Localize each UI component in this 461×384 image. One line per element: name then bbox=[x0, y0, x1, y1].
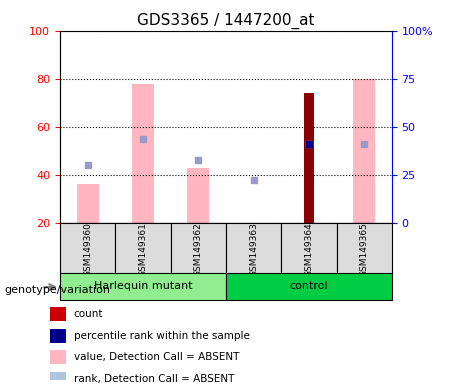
Text: GSM149360: GSM149360 bbox=[83, 222, 92, 277]
Text: count: count bbox=[74, 309, 103, 319]
Text: percentile rank within the sample: percentile rank within the sample bbox=[74, 331, 249, 341]
Text: GSM149363: GSM149363 bbox=[249, 222, 258, 277]
FancyBboxPatch shape bbox=[60, 273, 226, 300]
FancyBboxPatch shape bbox=[281, 223, 337, 276]
Text: rank, Detection Call = ABSENT: rank, Detection Call = ABSENT bbox=[74, 374, 234, 384]
Bar bbox=[50, 372, 65, 384]
FancyBboxPatch shape bbox=[226, 223, 281, 276]
Bar bbox=[353, 79, 375, 223]
Text: GSM149364: GSM149364 bbox=[304, 222, 313, 277]
FancyBboxPatch shape bbox=[171, 223, 226, 276]
Text: GSM149361: GSM149361 bbox=[138, 222, 148, 277]
FancyBboxPatch shape bbox=[226, 273, 392, 300]
Bar bbox=[50, 329, 65, 343]
Text: Harlequin mutant: Harlequin mutant bbox=[94, 281, 192, 291]
Bar bbox=[50, 350, 65, 364]
Bar bbox=[77, 184, 99, 223]
Bar bbox=[187, 167, 209, 223]
Text: control: control bbox=[290, 281, 328, 291]
Bar bbox=[50, 307, 65, 321]
FancyBboxPatch shape bbox=[60, 223, 115, 276]
Bar bbox=[304, 93, 314, 223]
Text: GSM149362: GSM149362 bbox=[194, 222, 203, 277]
Text: genotype/variation: genotype/variation bbox=[5, 285, 111, 295]
Bar bbox=[132, 84, 154, 223]
Text: GSM149365: GSM149365 bbox=[360, 222, 369, 277]
Text: value, Detection Call = ABSENT: value, Detection Call = ABSENT bbox=[74, 352, 239, 362]
FancyBboxPatch shape bbox=[337, 223, 392, 276]
Title: GDS3365 / 1447200_at: GDS3365 / 1447200_at bbox=[137, 13, 315, 29]
FancyBboxPatch shape bbox=[115, 223, 171, 276]
